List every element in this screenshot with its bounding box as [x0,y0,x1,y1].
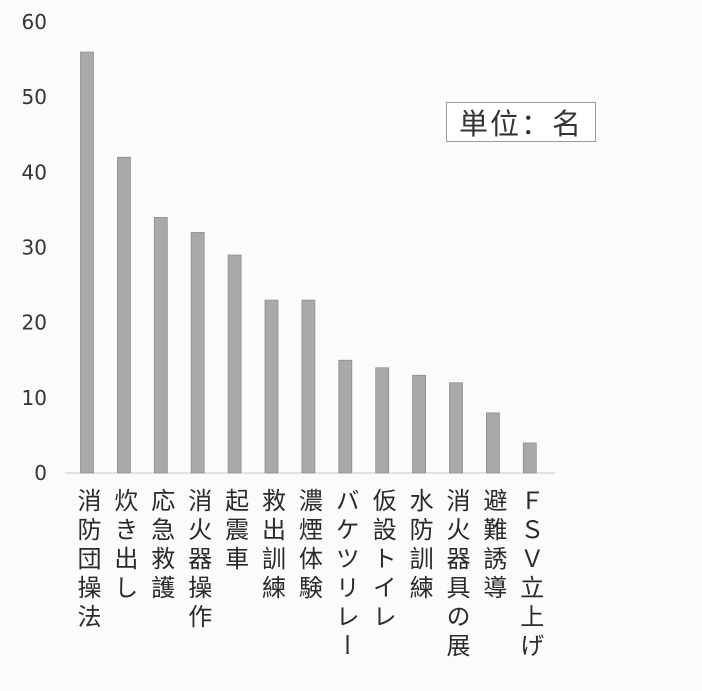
bar [338,359,353,474]
y-tick-label: 40 [22,160,47,184]
y-axis: 0 10 20 30 40 50 60 [22,10,555,485]
category-label: ＦＳＶ立上げ [515,488,544,662]
category-label: 救出訓練 [257,488,286,604]
category-label: 炊き出し [109,488,138,604]
category-label: 起震車 [220,488,249,575]
category-label: 応急救護 [146,488,175,604]
category-label: 消火器具の展 [442,488,470,662]
category-label: 仮設トイレ [368,488,397,633]
bar [301,299,316,474]
y-tick-label: 50 [22,85,47,109]
category-label: バケツリレー [331,488,360,662]
y-tick-label: 30 [22,236,47,260]
y-tick-label: 10 [22,386,47,410]
bar [412,374,427,474]
category-label: 濃煙体験 [294,488,323,604]
category-label: 水防訓練 [405,488,434,604]
bar [522,442,537,474]
category-label: 消防団操法 [73,488,101,633]
bar [190,232,205,474]
bar [227,254,242,474]
bar [153,217,168,474]
y-tick-label: 0 [34,461,47,485]
y-tick-label: 20 [22,311,47,335]
bar [375,367,390,474]
category-label: 避難誘導 [478,488,507,604]
bar [80,51,94,474]
y-tick-label: 60 [22,10,47,34]
bar [485,412,500,474]
bar [264,299,279,474]
category-label: 消火器操作 [183,488,212,633]
bar [117,156,131,474]
bars [80,51,537,474]
unit-label: 単位：名 [446,102,596,142]
bar [449,382,463,474]
